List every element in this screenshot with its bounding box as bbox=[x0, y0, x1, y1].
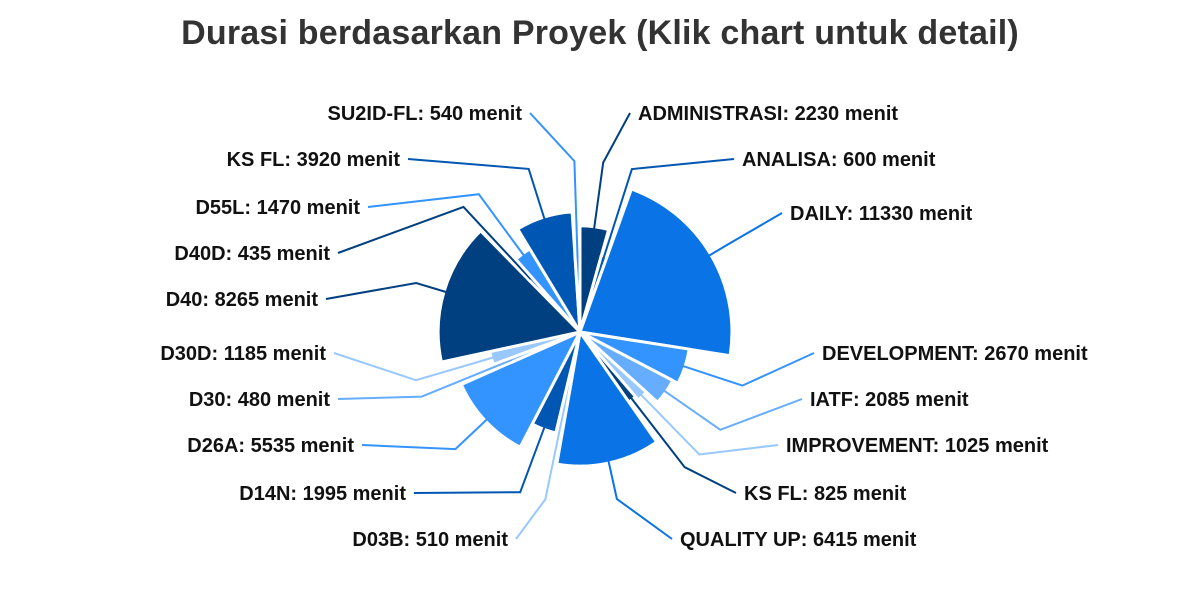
pie-slice[interactable] bbox=[578, 187, 734, 358]
leader-line bbox=[337, 358, 513, 400]
leader-line bbox=[630, 397, 737, 494]
leader-line bbox=[337, 205, 532, 280]
slice-label: D55L: 1470 menit bbox=[195, 197, 360, 219]
leader-line bbox=[361, 418, 488, 451]
slice-label: SU2ID-FL: 540 menit bbox=[328, 103, 523, 125]
leader-line bbox=[413, 426, 546, 494]
leader-line bbox=[515, 405, 566, 540]
leader-line bbox=[682, 352, 815, 387]
slice-label: ADMINISTRASI: 2230 menit bbox=[638, 103, 898, 125]
leader-line bbox=[367, 193, 525, 256]
slice-label: D14N: 1995 menit bbox=[239, 483, 406, 505]
slice-label: IMPROVEMENT: 1025 menit bbox=[786, 435, 1049, 457]
slice-label: ANALISA: 600 menit bbox=[742, 149, 936, 171]
leader-line bbox=[593, 112, 631, 229]
slice-label: QUALITY UP: 6415 menit bbox=[680, 529, 917, 551]
leader-line bbox=[708, 212, 783, 257]
slice-label: D30: 480 menit bbox=[189, 389, 331, 411]
slice-label: KS FL: 3920 menit bbox=[227, 149, 401, 171]
leader-line bbox=[640, 394, 779, 456]
slice-label: D40D: 435 menit bbox=[174, 243, 330, 265]
leader-line bbox=[663, 389, 803, 431]
leader-line bbox=[407, 158, 546, 220]
slice-label: DAILY: 11330 menit bbox=[790, 203, 973, 225]
slice-label: DEVELOPMENT: 2670 menit bbox=[822, 343, 1088, 365]
slice-label: D03B: 510 menit bbox=[352, 529, 508, 551]
slice-label: D40: 8265 menit bbox=[166, 289, 319, 311]
leader-line bbox=[607, 460, 673, 540]
slice-label: D26A: 5535 menit bbox=[187, 435, 354, 457]
leader-line bbox=[529, 112, 579, 257]
slice-label: IATF: 2085 menit bbox=[810, 389, 969, 411]
leader-line bbox=[325, 281, 447, 300]
slice-label: KS FL: 825 menit bbox=[744, 483, 907, 505]
leader-line bbox=[333, 352, 494, 382]
leader-line bbox=[602, 158, 735, 259]
chart-title: Durasi berdasarkan Proyek (Klik chart un… bbox=[181, 14, 1019, 52]
slice-label: D30D: 1185 menit bbox=[160, 343, 326, 365]
